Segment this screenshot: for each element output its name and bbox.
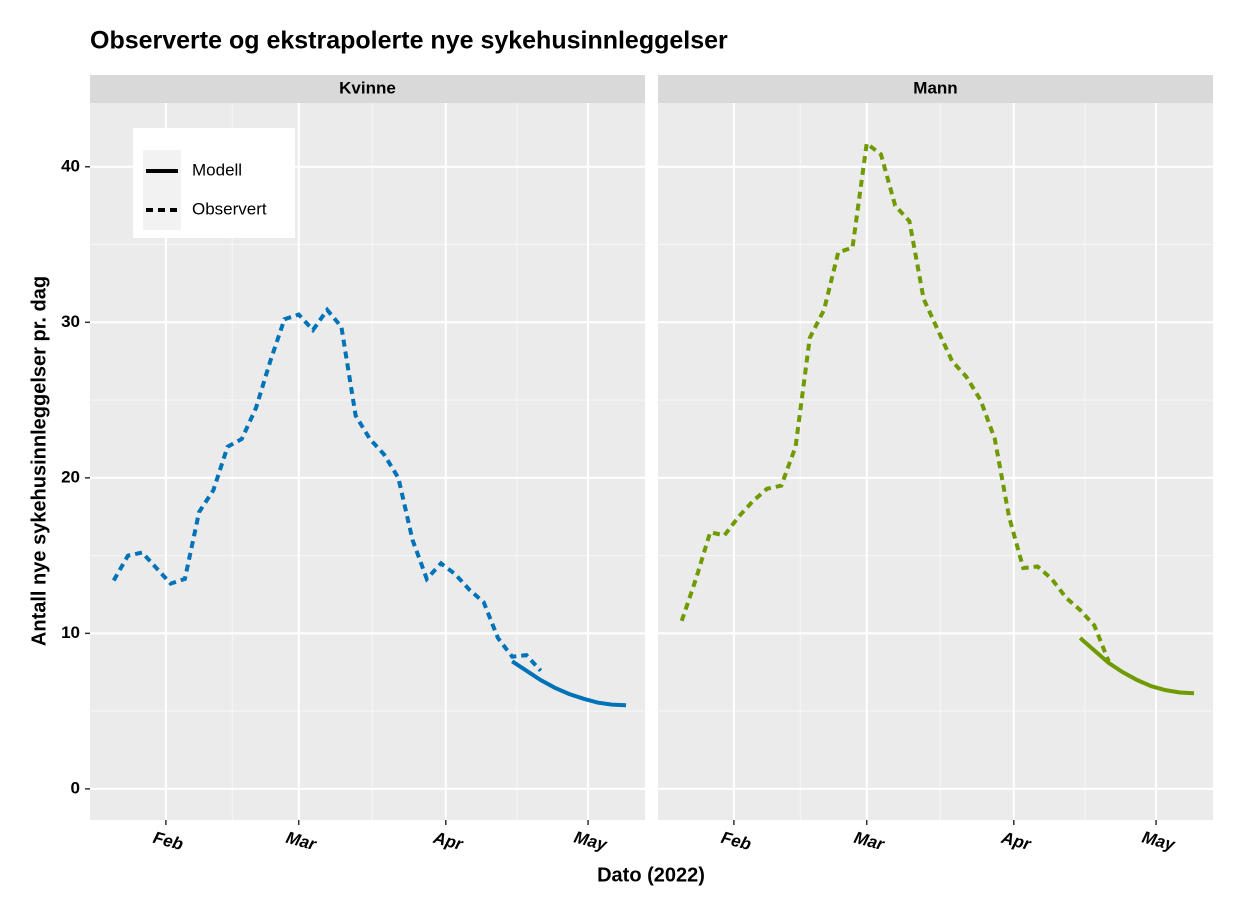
legend: Modell Observert [133, 128, 295, 238]
data-line [679, 139, 1111, 663]
y-tick-label: 20 [61, 467, 80, 486]
chart-title: Observerte og ekstrapolerte nye sykehusi… [90, 27, 728, 55]
data-line [1078, 636, 1195, 696]
strip [658, 75, 1213, 103]
legend-label: Modell [192, 160, 242, 179]
panel-background [658, 103, 1213, 820]
y-tick-label: 40 [61, 156, 80, 175]
strip-label: Kvinne [339, 78, 396, 97]
x-axis-title: Dato (2022) [597, 864, 705, 886]
strip [90, 75, 645, 103]
legend-label: Observert [192, 199, 267, 218]
data-line [511, 659, 627, 708]
data-line [111, 306, 543, 673]
y-axis-title: Antall nye sykehusinnleggelser pr. dag [28, 276, 50, 646]
legend-key-bg [143, 150, 181, 230]
strip-label: Mann [913, 78, 957, 97]
y-tick-label: 10 [61, 623, 80, 642]
y-tick-label: 0 [71, 778, 80, 797]
y-tick-label: 30 [61, 312, 80, 331]
